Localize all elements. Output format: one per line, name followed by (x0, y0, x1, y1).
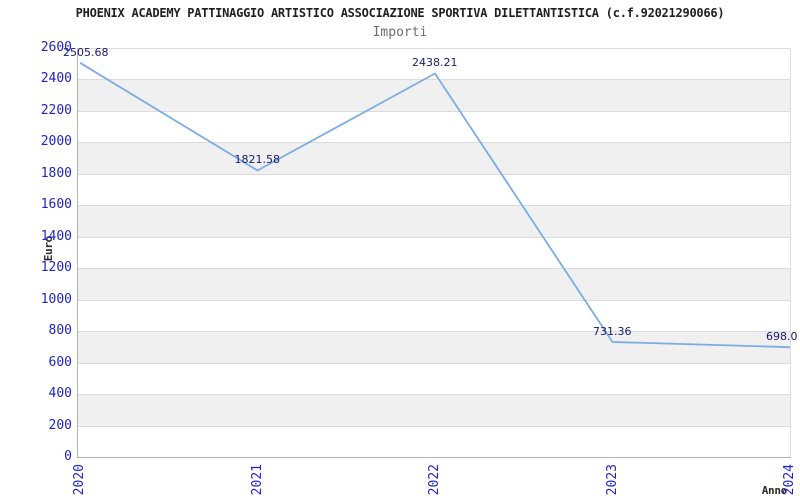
plot-band (78, 142, 790, 174)
gridline (78, 205, 790, 207)
point-value-label: 2505.68 (63, 45, 109, 59)
gridline (78, 173, 790, 175)
point-value-label: 731.36 (593, 324, 632, 338)
y-tick-label: 1200 (40, 260, 72, 276)
y-tick-label: 400 (48, 386, 72, 402)
y-tick-label: 600 (48, 354, 72, 370)
gridline (78, 79, 790, 81)
gridline (78, 362, 790, 364)
gridline (78, 425, 790, 427)
y-tick-label: 200 (48, 417, 72, 433)
y-tick-label: 1000 (40, 291, 72, 307)
plot-band (78, 394, 790, 426)
x-tick-label: 2020 (72, 464, 87, 496)
y-tick-label: 1600 (40, 197, 72, 213)
plot-area (78, 48, 791, 457)
point-value-label: 698.0 (766, 330, 798, 344)
y-tick-label: 2400 (40, 71, 72, 87)
x-tick-label: 2021 (249, 464, 265, 496)
x-tick-label: 2022 (427, 464, 442, 496)
plot-band (78, 268, 790, 300)
chart-subtitle: Importi (372, 25, 428, 40)
x-tick-label: 2024 (782, 464, 797, 496)
x-axis-line (77, 457, 791, 458)
y-tick-label: 800 (48, 323, 72, 339)
plot-band (78, 79, 790, 111)
gridline (78, 48, 790, 49)
y-tick-label: 2600 (40, 40, 72, 55)
plot-band (78, 205, 790, 237)
gridline (78, 236, 790, 238)
y-tick-label: 2000 (40, 134, 72, 150)
plot-band (78, 331, 790, 363)
x-axis-title: Anno (761, 484, 788, 497)
y-tick-label: 1400 (40, 228, 72, 244)
gridline (78, 299, 790, 301)
gridline (78, 110, 790, 112)
chart-title: PHOENIX ACADEMY PATTINAGGIO ARTISTICO AS… (75, 6, 725, 20)
y-tick-label: 0 (64, 449, 72, 464)
point-value-label: 2438.21 (412, 56, 458, 70)
x-tick-label: 2023 (604, 464, 620, 496)
y-tick-label: 1800 (40, 165, 72, 181)
y-tick-label: 2200 (40, 102, 72, 118)
line-series (79, 62, 791, 349)
gridline (78, 331, 790, 333)
point-value-label: 1821.58 (234, 153, 281, 167)
gridline (78, 142, 790, 144)
plot-right-border (790, 48, 791, 457)
y-axis-line (77, 48, 78, 458)
series-line (79, 62, 791, 349)
gridline (78, 394, 790, 396)
gridline (78, 268, 790, 270)
